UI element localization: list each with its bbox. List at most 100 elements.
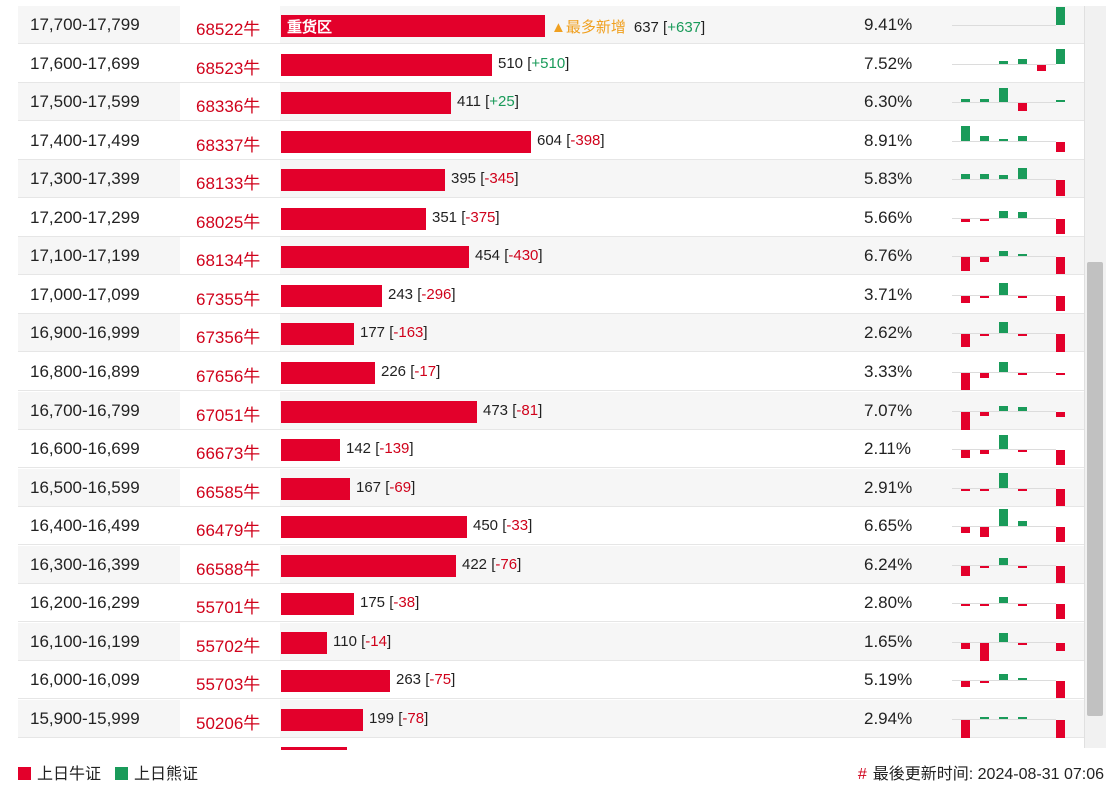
sparkline-baseline: [952, 526, 1056, 528]
warrant-code-link[interactable]: 67051牛: [196, 405, 261, 425]
sparkline-bar: [1018, 450, 1027, 453]
strike-range: 17,000-17,099: [30, 284, 140, 304]
table-row[interactable]: 17,600-17,699 68523牛 510 [+510] 7.52%: [18, 44, 1084, 83]
code-cell: [180, 391, 280, 429]
count-change: -296: [421, 285, 452, 303]
outstanding-count: 411 [+25]: [457, 93, 519, 111]
table-row[interactable]: 17,500-17,599 68336牛 411 [+25] 6.30%: [18, 83, 1084, 122]
count-value: 604: [537, 131, 563, 149]
warrant-code-link[interactable]: 68522牛: [196, 20, 261, 39]
strike-range: 17,700-17,799: [30, 15, 140, 34]
sparkline-bar: [1018, 334, 1027, 337]
sparkline-bar: [1056, 257, 1065, 275]
warrant-code-link[interactable]: 68133牛: [196, 174, 261, 194]
count-change: -38: [393, 594, 416, 612]
sparkline-bar: [1018, 135, 1027, 141]
volume-bar: [281, 593, 354, 616]
warrant-code-link[interactable]: 66673牛: [196, 444, 261, 464]
scrollbar-thumb[interactable]: [1087, 262, 1103, 716]
sparkline-bar: [961, 125, 970, 141]
table-row[interactable]: 16,600-16,699 66673牛 142 [-139] 2.11%: [18, 430, 1084, 469]
count-change: -69: [389, 478, 412, 496]
sparkline-bar: [999, 138, 1008, 141]
sparkline-bar: [999, 322, 1008, 334]
code-cell: [180, 237, 280, 275]
sparkline-bar: [1018, 604, 1027, 607]
sparkline-bar: [1018, 168, 1027, 180]
table-row[interactable]: 16,100-16,199 55702牛 110 [-14] 1.65%: [18, 622, 1084, 661]
table-row[interactable]: 17,100-17,199 68134牛 454 [-430] 6.76%: [18, 237, 1084, 276]
outstanding-count: 199 [-78]: [369, 709, 429, 727]
trend-sparkline: [952, 469, 1065, 507]
warrant-code-link[interactable]: 67656牛: [196, 366, 261, 386]
percentage: 3.33%: [864, 361, 913, 381]
warrant-code-link[interactable]: 68025牛: [196, 212, 261, 232]
sparkline-bar: [1056, 642, 1065, 651]
warrant-code-link[interactable]: 67356牛: [196, 328, 261, 348]
sparkline-bar: [980, 99, 989, 103]
count-value: 411: [457, 93, 481, 111]
sparkline-bar: [999, 361, 1008, 372]
sparkline-baseline: [952, 564, 1056, 566]
sparkline-baseline: [952, 410, 1056, 412]
sparkline-bar: [1056, 7, 1065, 25]
table-row[interactable]: 17,000-17,099 67355牛 243 [-296] 3.71%: [18, 275, 1084, 314]
sparkline-bar: [961, 527, 970, 534]
sparkline-bar: [980, 527, 989, 538]
percentage: 3.71%: [864, 284, 913, 304]
table-row[interactable]: 16,500-16,599 66585牛 167 [-69] 2.91%: [18, 468, 1084, 507]
strike-range: 17,100-17,199: [30, 246, 140, 266]
table-row[interactable]: 16,800-16,899 67656牛 226 [-17] 3.33%: [18, 352, 1084, 391]
count-change: -76: [495, 555, 518, 573]
table-row[interactable]: 15,900-15,999 50206牛 199 [-78] 2.94%: [18, 699, 1084, 738]
table-row[interactable]: 16,400-16,499 66479牛 450 [-33] 6.65%: [18, 507, 1084, 546]
warrant-code-link[interactable]: 55703牛: [196, 675, 261, 695]
sparkline-bar: [999, 557, 1008, 565]
strike-range: 16,500-16,599: [30, 477, 140, 497]
count-change: +637: [667, 19, 702, 36]
warrant-code-link[interactable]: 67355牛: [196, 289, 261, 309]
sparkline-baseline: [952, 140, 1056, 142]
sparkline-baseline: [952, 333, 1056, 335]
warrant-code-link[interactable]: 68337牛: [196, 135, 261, 155]
percentage: 6.76%: [864, 246, 913, 266]
volume-bar: [281, 323, 354, 346]
strike-range: 17,600-17,699: [30, 53, 140, 73]
warrant-code-link[interactable]: 68336牛: [196, 97, 261, 117]
warrant-code-link[interactable]: 50206牛: [196, 713, 261, 733]
warrant-code-link[interactable]: 68134牛: [196, 251, 261, 271]
code-cell: [180, 198, 280, 236]
sparkline-bar: [961, 450, 970, 459]
warrant-code-link[interactable]: 66585牛: [196, 482, 261, 502]
table-row[interactable]: 17,700-17,799 68522牛 重货区 ▲最多新增 637 [+637] 9.4…: [18, 6, 1084, 44]
count-value: 226: [381, 362, 407, 380]
table-row[interactable]: 16,700-16,799 67051牛 473 [-81] 7.07%: [18, 391, 1084, 430]
warrant-code-link[interactable]: 66479牛: [196, 521, 261, 541]
last-updated: # 最後更新时间: 2024-08-31 07:06: [858, 760, 1104, 784]
sparkline-baseline: [952, 641, 1056, 643]
sparkline-baseline: [952, 25, 1056, 26]
table-row[interactable]: 17,200-17,299 68025牛 351 [-375] 5.66%: [18, 198, 1084, 237]
table-row[interactable]: 16,300-16,399 66588牛 422 [-76] 6.24%: [18, 545, 1084, 584]
warrant-code-link[interactable]: 66588牛: [196, 559, 261, 579]
table-row[interactable]: 17,300-17,399 68133牛 395 [-345] 5.83%: [18, 160, 1084, 199]
count-value: 177: [360, 324, 386, 342]
table-row[interactable]: 16,000-16,099 55703牛 263 [-75] 5.19%: [18, 661, 1084, 700]
scrollbar[interactable]: [1084, 6, 1106, 748]
strike-range: 16,700-16,799: [30, 400, 140, 420]
trend-sparkline: [952, 546, 1065, 584]
table-row[interactable]: 16,200-16,299 55701牛 175 [-38] 2.80%: [18, 584, 1084, 623]
warrant-code-link[interactable]: 55701牛: [196, 598, 261, 618]
warrant-code-link[interactable]: 55702牛: [196, 636, 261, 656]
trend-sparkline: [952, 700, 1065, 738]
sparkline-bar: [980, 295, 989, 298]
sparkline-bar: [961, 99, 970, 103]
sparkline-bar: [980, 174, 989, 180]
warrant-code-link[interactable]: 68523牛: [196, 58, 261, 78]
code-cell: [180, 314, 280, 352]
count-value: 175: [360, 594, 386, 612]
table-row[interactable]: 17,400-17,499 68337牛 604 [-398] 8.91%: [18, 121, 1084, 160]
sparkline-bar: [1018, 58, 1027, 64]
table-row[interactable]: 16,900-16,999 67356牛 177 [-163] 2.62%: [18, 314, 1084, 353]
sparkline-bar: [961, 719, 970, 738]
